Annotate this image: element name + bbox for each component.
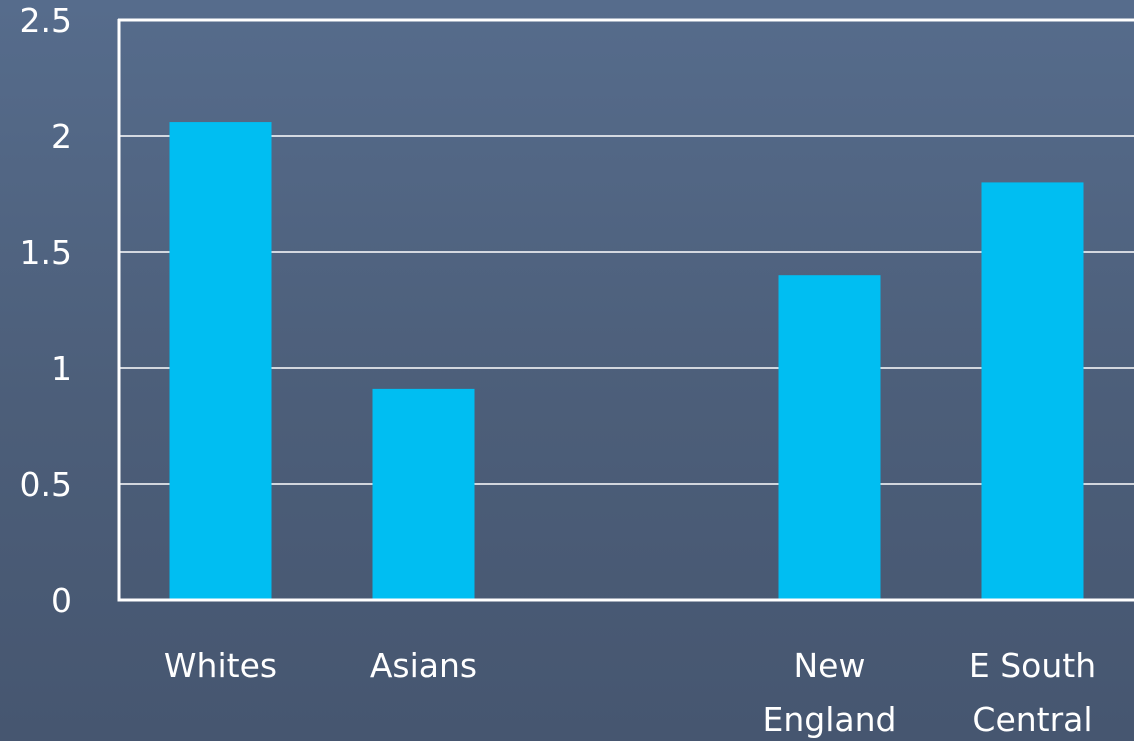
x-tick-label: England xyxy=(763,700,897,739)
bar xyxy=(981,182,1084,600)
y-tick-label: 0.5 xyxy=(20,465,72,504)
y-tick-label: 0 xyxy=(51,581,72,620)
x-tick-label: Whites xyxy=(164,646,277,685)
x-tick-label: E South xyxy=(969,646,1096,685)
y-tick-label: 2.5 xyxy=(20,1,72,40)
y-tick-label: 1.5 xyxy=(20,233,72,272)
x-tick-label: Asians xyxy=(370,646,477,685)
x-tick-label: Central xyxy=(972,700,1092,739)
bars xyxy=(169,122,1084,600)
bar xyxy=(372,388,475,600)
axes xyxy=(117,18,1134,602)
y-tick-labels: 0 0.5 1 1.5 2 2.5 xyxy=(20,1,72,620)
y-tick-label: 1 xyxy=(51,349,72,388)
bar xyxy=(778,275,881,600)
y-tick-label: 2 xyxy=(51,117,72,156)
x-tick-label: New xyxy=(794,646,866,685)
x-category-labels: Whites Asians New England E South Central xyxy=(164,646,1096,739)
bar xyxy=(169,122,272,600)
